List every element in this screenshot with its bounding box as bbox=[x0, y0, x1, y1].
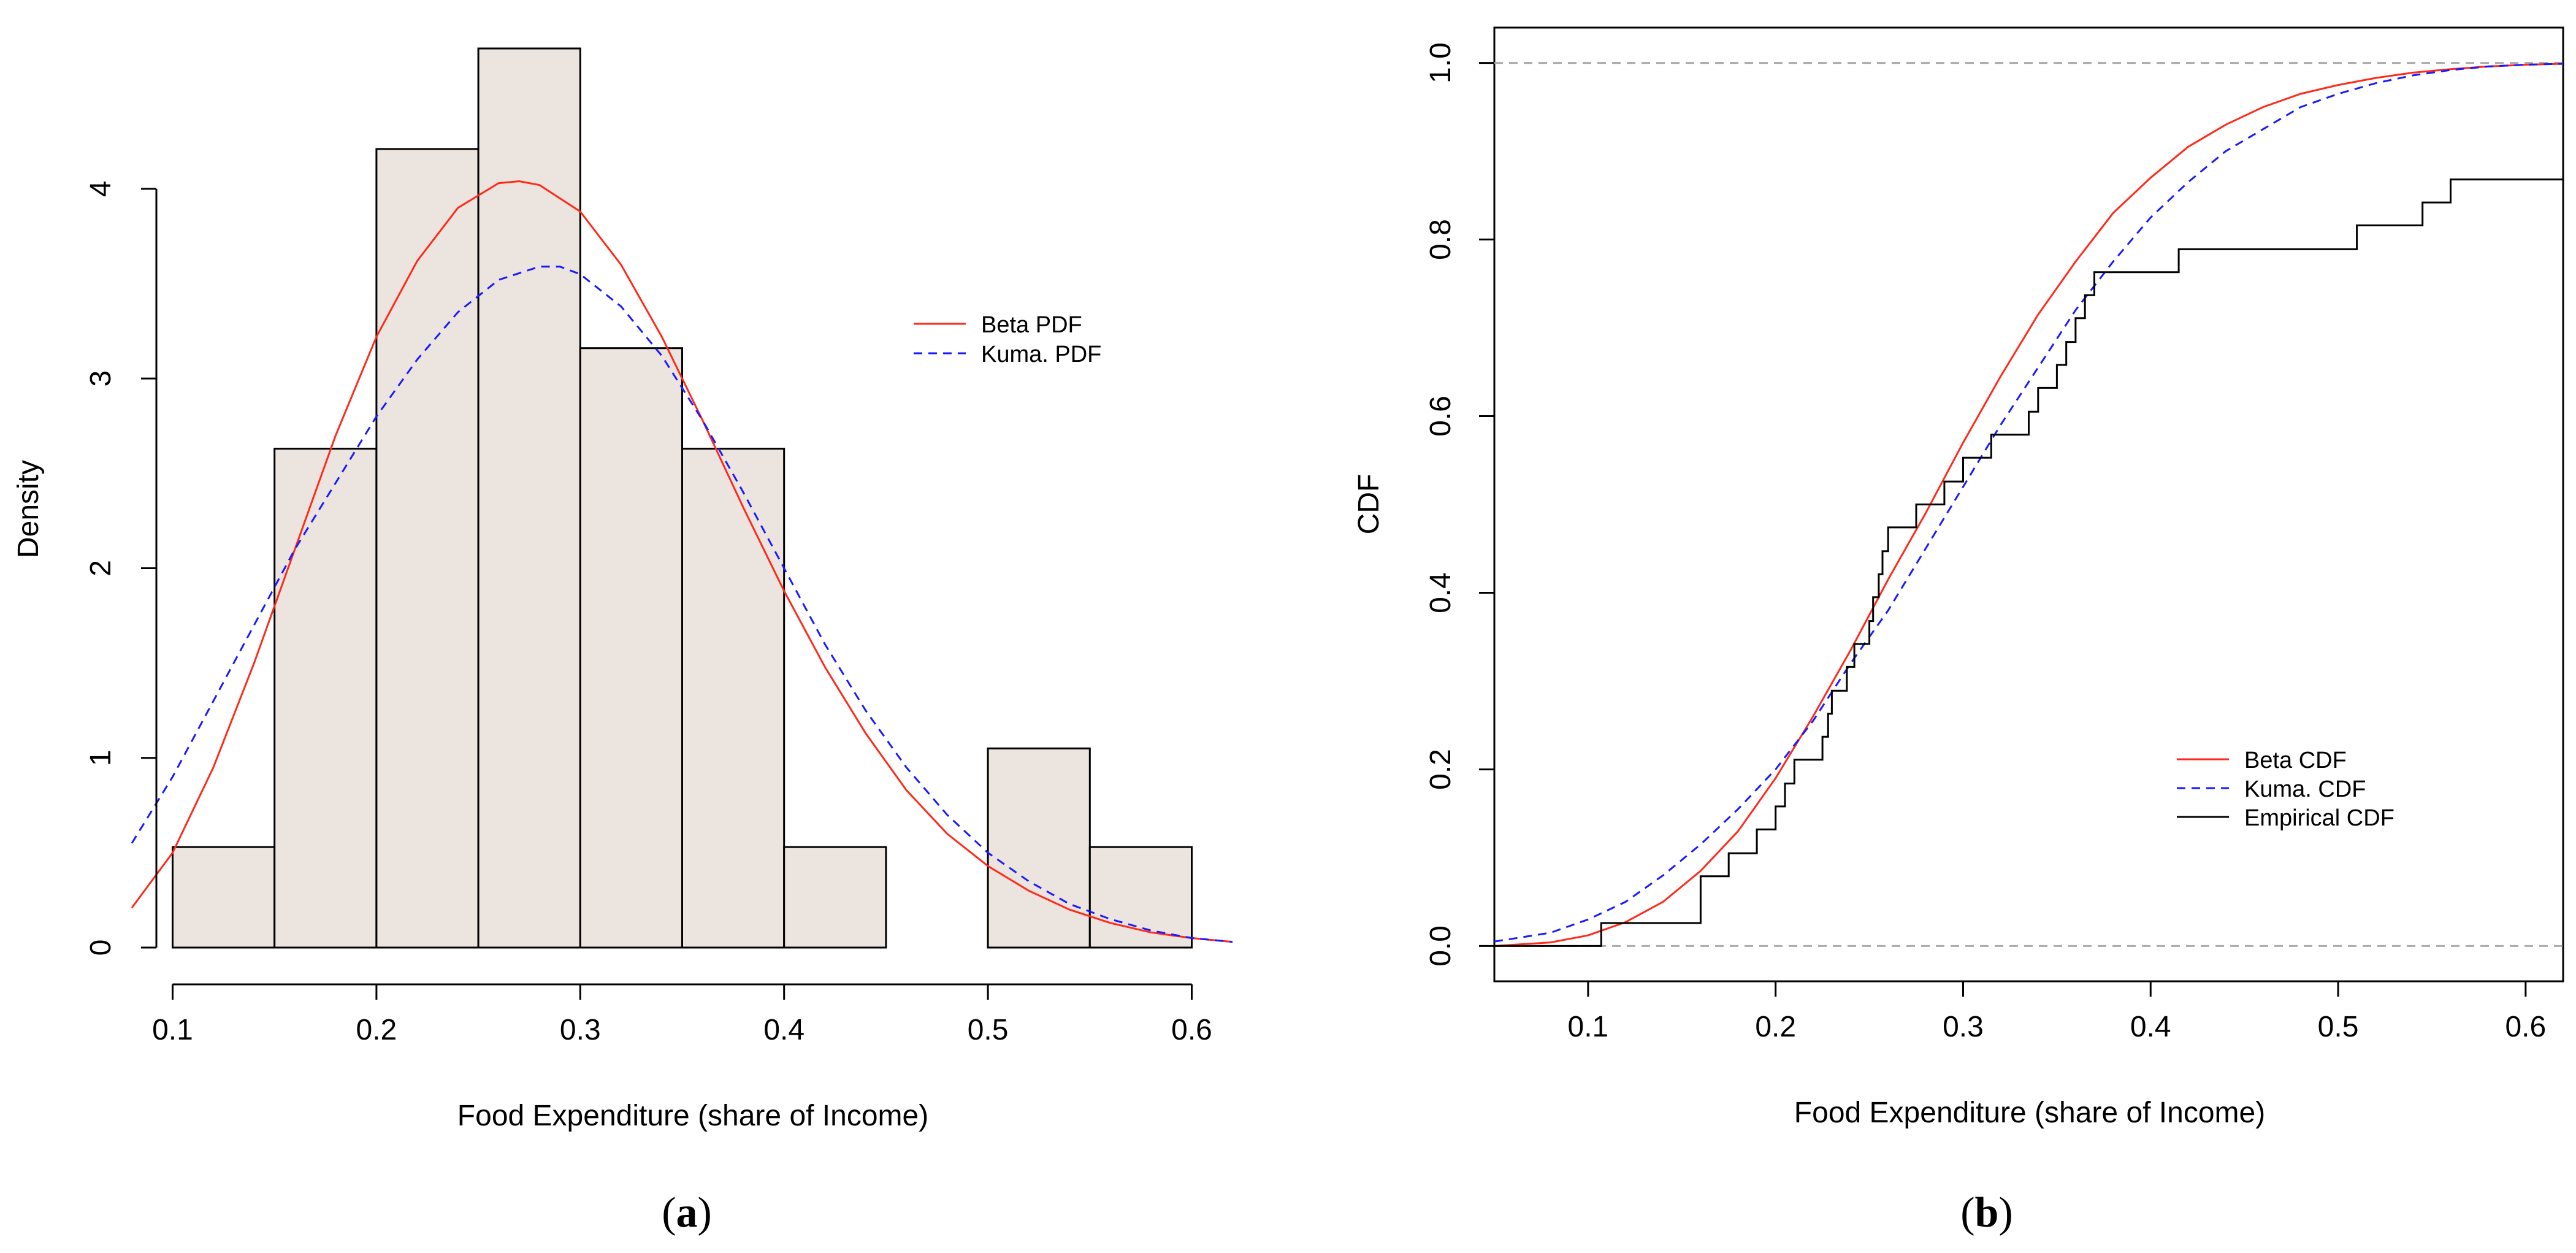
x-axis-title: Food Expenditure (share of Income) bbox=[457, 1100, 928, 1132]
legend-label: Beta CDF bbox=[2244, 748, 2347, 773]
y-tick-label: 0.8 bbox=[1424, 219, 1457, 260]
panel-a-density-histogram: 0.1 0.2 0.3 0.4 0.5 0.6 0 1 2 3 4 Density Food Exp… bbox=[12, 47, 1233, 1236]
series-line bbox=[131, 180, 1233, 943]
x-tick-label: 0.3 bbox=[1943, 1011, 1984, 1043]
series-line bbox=[131, 266, 1233, 943]
x-tick-label: 0.6 bbox=[2505, 1011, 2546, 1043]
y-tick-label: 4 bbox=[85, 181, 117, 197]
y-tick-label: 1 bbox=[85, 749, 117, 766]
y-tick-label: 0.2 bbox=[1424, 749, 1457, 790]
histogram-bar bbox=[579, 347, 684, 949]
axes: 0.1 0.2 0.3 0.4 0.5 0.6 0 1 2 3 4 bbox=[85, 181, 1212, 1046]
histogram-bar bbox=[171, 846, 276, 949]
y-tick-label: 2 bbox=[85, 560, 117, 577]
x-tick-label: 0.4 bbox=[2130, 1011, 2171, 1043]
series-line bbox=[1494, 63, 2564, 947]
x-tick-label: 0.5 bbox=[968, 1014, 1009, 1046]
axes: 0.1 0.2 0.3 0.4 0.5 0.6 0.0 0.2 0.4 0.6 0.8 1.0 bbox=[1424, 42, 2546, 1043]
x-tick-label: 0.2 bbox=[356, 1014, 397, 1046]
histogram-bar bbox=[477, 47, 581, 949]
y-axis-title: CDF bbox=[1353, 474, 1385, 535]
legend-label: Kuma. PDF bbox=[981, 342, 1101, 367]
density-curves bbox=[131, 180, 1233, 943]
legend-label: Kuma. CDF bbox=[2244, 776, 2366, 802]
reference-lines bbox=[1494, 62, 2563, 947]
panel-b-cdf-plot: 0.1 0.2 0.3 0.4 0.5 0.6 0.0 0.2 0.4 0.6 0.8 1.0 CDF… bbox=[1353, 26, 2564, 1236]
plot-frame bbox=[1493, 26, 2564, 983]
legend-label: Beta PDF bbox=[981, 312, 1082, 338]
y-tick-label: 1.0 bbox=[1424, 42, 1457, 83]
histogram-bar bbox=[681, 448, 785, 949]
cdf-curves bbox=[1494, 63, 2564, 947]
y-tick-label: 0 bbox=[85, 940, 117, 956]
x-axis-title: Food Expenditure (share of Income) bbox=[1794, 1097, 2265, 1129]
histogram-bar bbox=[783, 846, 887, 949]
histogram-bars bbox=[171, 47, 1193, 949]
histogram-bar bbox=[375, 148, 480, 949]
x-tick-label: 0.2 bbox=[1755, 1011, 1796, 1043]
x-tick-label: 0.1 bbox=[1568, 1011, 1609, 1043]
legend: Beta PDF Kuma. PDF bbox=[914, 312, 1101, 367]
x-tick-label: 0.1 bbox=[152, 1014, 193, 1046]
y-tick-label: 0.4 bbox=[1424, 572, 1457, 613]
legend: Beta CDF Kuma. CDF Empirical CDF bbox=[2177, 748, 2394, 831]
panel-label: (b) bbox=[1960, 1189, 2013, 1236]
x-tick-label: 0.4 bbox=[763, 1014, 805, 1046]
histogram-bar bbox=[1088, 846, 1193, 949]
panel-label: (a) bbox=[662, 1189, 712, 1236]
x-tick-label: 0.5 bbox=[2318, 1011, 2359, 1043]
y-tick-label: 0.6 bbox=[1424, 396, 1457, 437]
series-line bbox=[1494, 155, 2564, 947]
series-line bbox=[1494, 63, 2564, 943]
x-tick-label: 0.3 bbox=[560, 1014, 601, 1046]
histogram-bar bbox=[987, 747, 1091, 949]
legend-label: Empirical CDF bbox=[2244, 805, 2394, 831]
y-axis-title: Density bbox=[12, 460, 45, 558]
x-tick-label: 0.6 bbox=[1171, 1014, 1212, 1046]
histogram-bar bbox=[273, 448, 378, 949]
y-tick-label: 0.0 bbox=[1424, 925, 1457, 967]
y-tick-label: 3 bbox=[85, 370, 117, 387]
